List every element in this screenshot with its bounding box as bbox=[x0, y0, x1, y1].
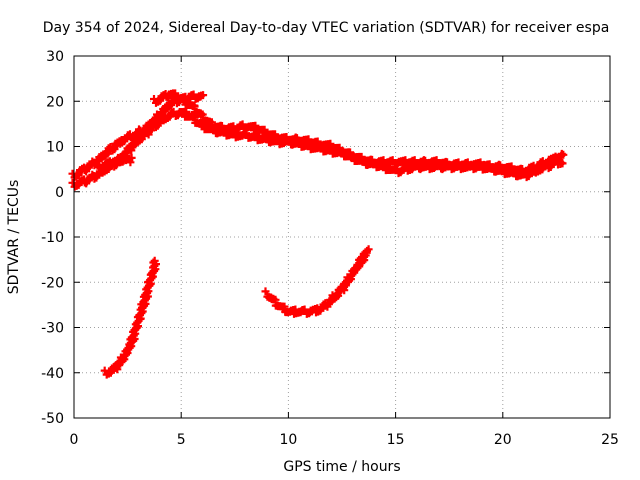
y-axis-title: SDTVAR / TECUs bbox=[6, 180, 22, 295]
data-points bbox=[68, 89, 568, 379]
y-tick-label: 10 bbox=[46, 140, 64, 156]
point-markers bbox=[150, 89, 208, 107]
point-markers bbox=[94, 153, 136, 173]
series-early-hump bbox=[150, 89, 208, 107]
series-main-band-lower bbox=[68, 107, 567, 191]
series-arc-left bbox=[100, 256, 160, 379]
y-tick-label: -30 bbox=[41, 321, 64, 337]
y-tick-label: -50 bbox=[41, 411, 64, 427]
x-tick-label: 10 bbox=[279, 432, 297, 448]
series-main-band-upper bbox=[68, 95, 568, 182]
chart-title: Day 354 of 2024, Sidereal Day-to-day VTE… bbox=[43, 20, 610, 36]
x-tick-label: 5 bbox=[177, 432, 186, 448]
tick-labels: 0 5 10 15 20 25 -50 -40 -30 -20 -10 0 10 20 30 bbox=[41, 49, 619, 448]
axis-ticks bbox=[73, 55, 611, 419]
y-tick-label: -20 bbox=[41, 275, 64, 291]
point-markers bbox=[261, 245, 373, 318]
x-tick-label: 20 bbox=[494, 432, 512, 448]
x-tick-label: 0 bbox=[70, 432, 79, 448]
x-tick-label: 25 bbox=[601, 432, 619, 448]
series-early-spur bbox=[94, 153, 136, 173]
y-tick-label: -10 bbox=[41, 230, 64, 246]
point-markers bbox=[68, 95, 568, 182]
y-tick-label: -40 bbox=[41, 366, 64, 382]
x-tick-label: 15 bbox=[387, 432, 405, 448]
y-tick-label: 20 bbox=[46, 94, 64, 110]
y-tick-label: 30 bbox=[46, 49, 64, 65]
y-tick-label: 0 bbox=[55, 185, 64, 201]
point-markers bbox=[68, 107, 567, 191]
series-arc-right bbox=[261, 245, 373, 318]
grid-lines bbox=[74, 56, 610, 418]
point-markers bbox=[100, 256, 160, 379]
x-axis-title: GPS time / hours bbox=[283, 459, 400, 475]
